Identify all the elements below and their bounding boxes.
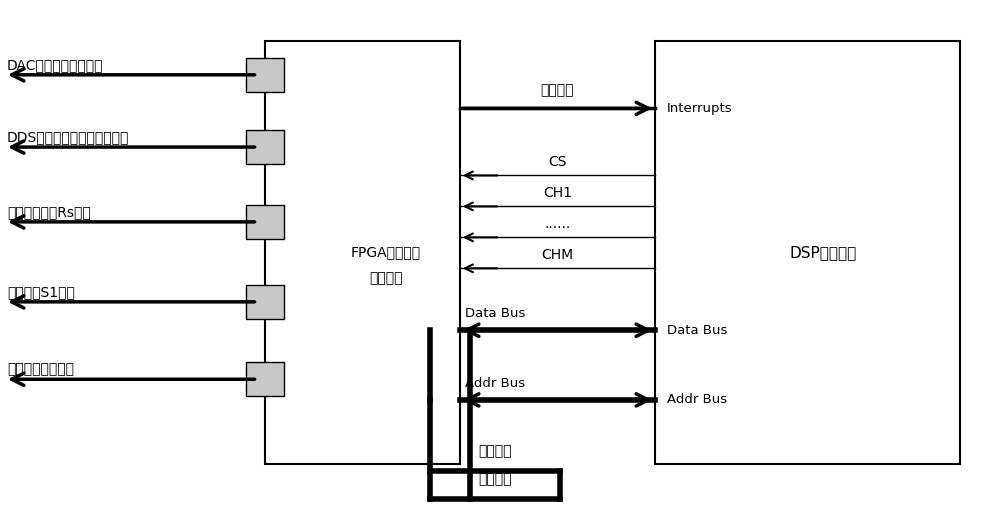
Bar [265,41,460,464]
Text: 外部中断: 外部中断 [541,83,574,97]
Bar [246,58,284,92]
Text: 参考信号S1切换: 参考信号S1切换 [7,285,75,299]
Text: Interrupts: Interrupts [667,102,733,115]
Text: 阵列模块: 阵列模块 [369,271,403,285]
Text: DAC数模转换输出控制: DAC数模转换输出控制 [7,58,104,72]
Text: 程控放大增益调节: 程控放大增益调节 [7,363,74,377]
Text: DSP主控模块: DSP主控模块 [789,245,856,261]
Text: DDS数字频率合成器输出控制: DDS数字频率合成器输出控制 [7,131,129,144]
Text: Addr Bus: Addr Bus [667,393,727,407]
Bar [246,285,284,319]
Text: Addr Bus: Addr Bus [465,377,525,390]
Bar [246,205,284,238]
Bar [655,41,960,464]
Text: ......: ...... [544,217,571,231]
Text: Data Bus: Data Bus [465,307,525,320]
Text: Data Bus: Data Bus [667,324,727,337]
Text: CH1: CH1 [543,186,572,200]
Text: 模拟电阻网络Rs控制: 模拟电阻网络Rs控制 [7,205,91,219]
Text: CS: CS [548,155,567,169]
Bar [246,130,284,164]
Text: FPGA可编程门: FPGA可编程门 [351,246,421,260]
Text: CHM: CHM [541,248,574,262]
Text: 地址总线: 地址总线 [478,472,512,486]
Bar [246,362,284,396]
Text: 数据总线: 数据总线 [478,444,512,458]
